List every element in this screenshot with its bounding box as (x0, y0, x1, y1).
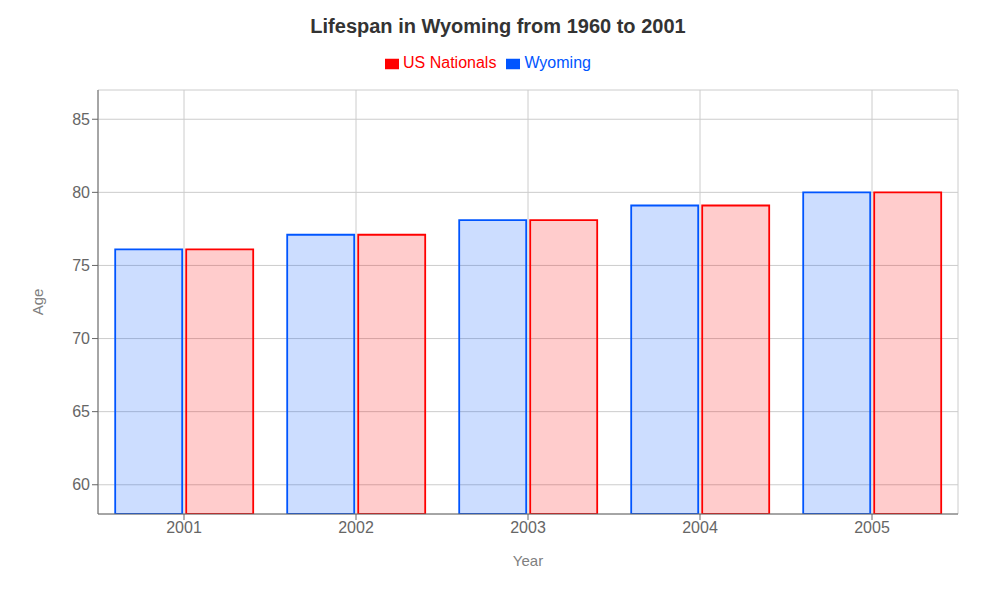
svg-text:80: 80 (72, 184, 90, 201)
html-text:Lifespan in Wyoming from 1960: Lifespan in Wyoming from 1960 to 2001 (310, 15, 686, 37)
svg-text:2004: 2004 (682, 519, 718, 536)
svg-text:2001: 2001 (166, 519, 202, 536)
html-text:Wyoming: Wyoming (524, 54, 591, 71)
svg-text:60: 60 (72, 476, 90, 493)
svg-text:Age: Age (29, 289, 46, 316)
svg-text:2002: 2002 (338, 519, 374, 536)
svg-text:75: 75 (72, 257, 90, 274)
svg-text:85: 85 (72, 111, 90, 128)
svg-text:Year: Year (513, 552, 543, 569)
svg-text:70: 70 (72, 330, 90, 347)
svg-text:65: 65 (72, 403, 90, 420)
html-text:US Nationals: US Nationals (403, 54, 497, 71)
svg-text:2003: 2003 (510, 519, 546, 536)
svg-text:2005: 2005 (854, 519, 890, 536)
